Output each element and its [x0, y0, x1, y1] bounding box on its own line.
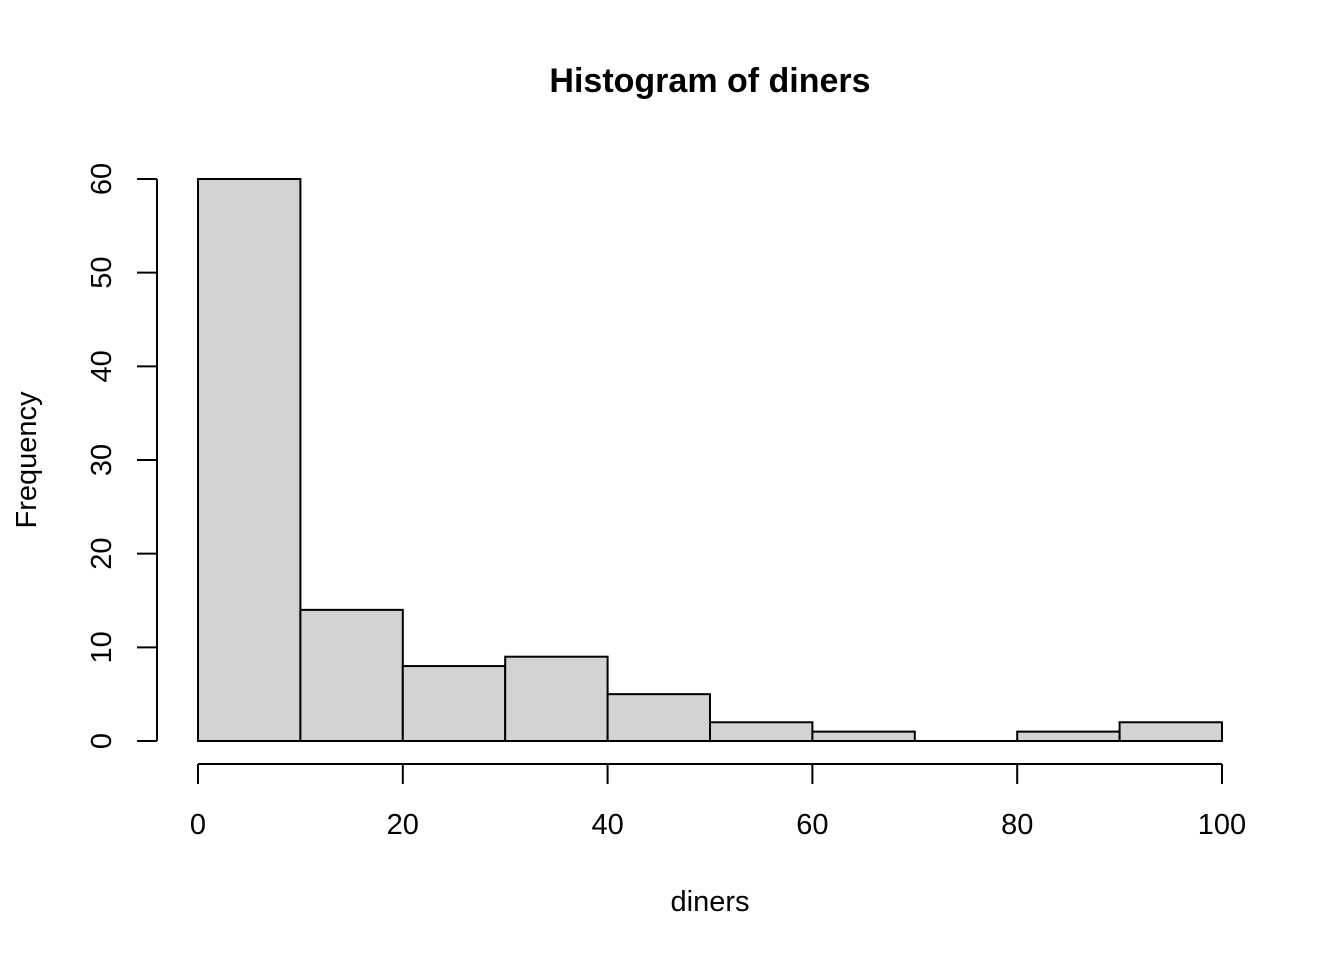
histogram-bar-5	[709, 721, 814, 742]
histogram-bar-8	[1016, 730, 1121, 743]
y-tick-label: 20	[86, 538, 118, 570]
histogram-bar-1	[299, 608, 404, 742]
x-tick-label: 80	[1001, 809, 1033, 841]
x-tick-label: 60	[796, 809, 828, 841]
y-axis-label: Frequency	[11, 391, 43, 529]
y-tick-label: 50	[86, 257, 118, 289]
x-tick-label: 40	[591, 809, 623, 841]
histogram-bar-9	[1118, 721, 1223, 742]
histogram-bar-0	[197, 178, 302, 742]
histogram-bar-3	[504, 655, 609, 743]
x-tick-label: 100	[1198, 809, 1246, 841]
bars-group	[197, 178, 1223, 743]
x-axis-label: diners	[671, 886, 750, 918]
chart-title: Histogram of diners	[549, 62, 870, 100]
y-tick-label: 60	[86, 163, 118, 195]
y-tick-label: 10	[86, 631, 118, 663]
histogram-bar-4	[606, 693, 711, 743]
x-tick-label: 20	[387, 809, 419, 841]
x-tick-label: 0	[190, 809, 206, 841]
y-tick-label: 0	[86, 733, 118, 749]
y-tick-label: 30	[86, 444, 118, 476]
histogram-bar-6	[811, 730, 916, 743]
y-tick-label: 40	[86, 350, 118, 382]
x-axis: 0 20 40 60 80 100	[190, 763, 1246, 841]
histogram-bar-2	[401, 665, 507, 742]
y-axis: 0 10 20 30 40 50 60	[86, 163, 158, 749]
